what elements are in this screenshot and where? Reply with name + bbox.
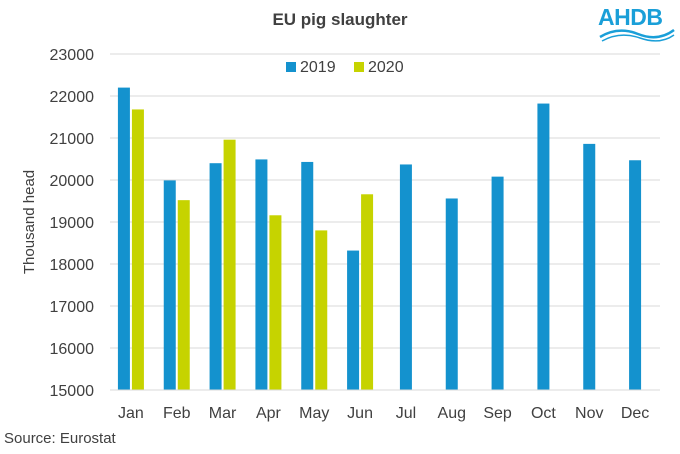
bar-2020-may bbox=[315, 230, 328, 390]
x-tick-label: Mar bbox=[209, 405, 237, 422]
legend-swatch-2019 bbox=[286, 62, 296, 72]
y-tick-label: 19000 bbox=[50, 215, 95, 232]
bar-2020-jun bbox=[361, 194, 374, 390]
chart-title: EU pig slaughter bbox=[272, 10, 408, 29]
bar-2019-aug bbox=[445, 198, 458, 390]
x-tick-label: Jul bbox=[396, 405, 416, 422]
bar-2019-jun bbox=[347, 250, 360, 390]
x-tick-label: Aug bbox=[438, 405, 466, 422]
y-tick-label: 15000 bbox=[50, 383, 95, 400]
x-tick-label: Nov bbox=[575, 405, 603, 422]
legend-label-2019: 2019 bbox=[300, 59, 336, 76]
y-tick-label: 22000 bbox=[50, 89, 95, 106]
x-tick-label: Jan bbox=[118, 405, 144, 422]
bar-2019-nov bbox=[583, 143, 596, 390]
source-note: Source: Eurostat bbox=[4, 430, 116, 447]
bar-2019-jan bbox=[117, 87, 130, 390]
logo-text: AHDB bbox=[598, 4, 663, 30]
bar-2019-feb bbox=[163, 180, 176, 390]
legend-swatch-2020 bbox=[354, 62, 364, 72]
y-tick-label: 21000 bbox=[50, 131, 95, 148]
bar-2019-oct bbox=[537, 103, 550, 390]
y-tick-label: 16000 bbox=[50, 341, 95, 358]
y-tick-label: 18000 bbox=[50, 257, 95, 274]
x-tick-label: Jun bbox=[347, 405, 373, 422]
x-tick-label: Apr bbox=[256, 405, 282, 422]
bar-2019-mar bbox=[209, 163, 222, 390]
x-tick-label: Sep bbox=[483, 405, 512, 422]
x-tick-label: May bbox=[299, 405, 329, 422]
y-tick-label: 20000 bbox=[50, 173, 95, 190]
y-tick-label: 17000 bbox=[50, 299, 95, 316]
y-tick-label: 23000 bbox=[50, 47, 95, 64]
logo-wave-icon bbox=[599, 28, 675, 42]
bar-2020-feb bbox=[177, 200, 190, 390]
bar-2020-jan bbox=[131, 109, 144, 390]
x-tick-label: Oct bbox=[531, 405, 556, 422]
bar-2019-dec bbox=[629, 160, 642, 390]
ahdb-logo: AHDB bbox=[598, 4, 676, 44]
x-tick-label: Feb bbox=[163, 405, 191, 422]
x-tick-label: Dec bbox=[621, 405, 649, 422]
bar-2019-jul bbox=[399, 164, 412, 390]
bar-2019-apr bbox=[255, 159, 268, 390]
legend-label-2020: 2020 bbox=[368, 59, 404, 76]
bar-2020-apr bbox=[269, 215, 282, 390]
y-axis-label: Thousand head bbox=[21, 170, 38, 274]
bar-2019-may bbox=[301, 161, 314, 390]
bar-2020-mar bbox=[223, 139, 236, 390]
bar-2019-sep bbox=[491, 176, 504, 390]
